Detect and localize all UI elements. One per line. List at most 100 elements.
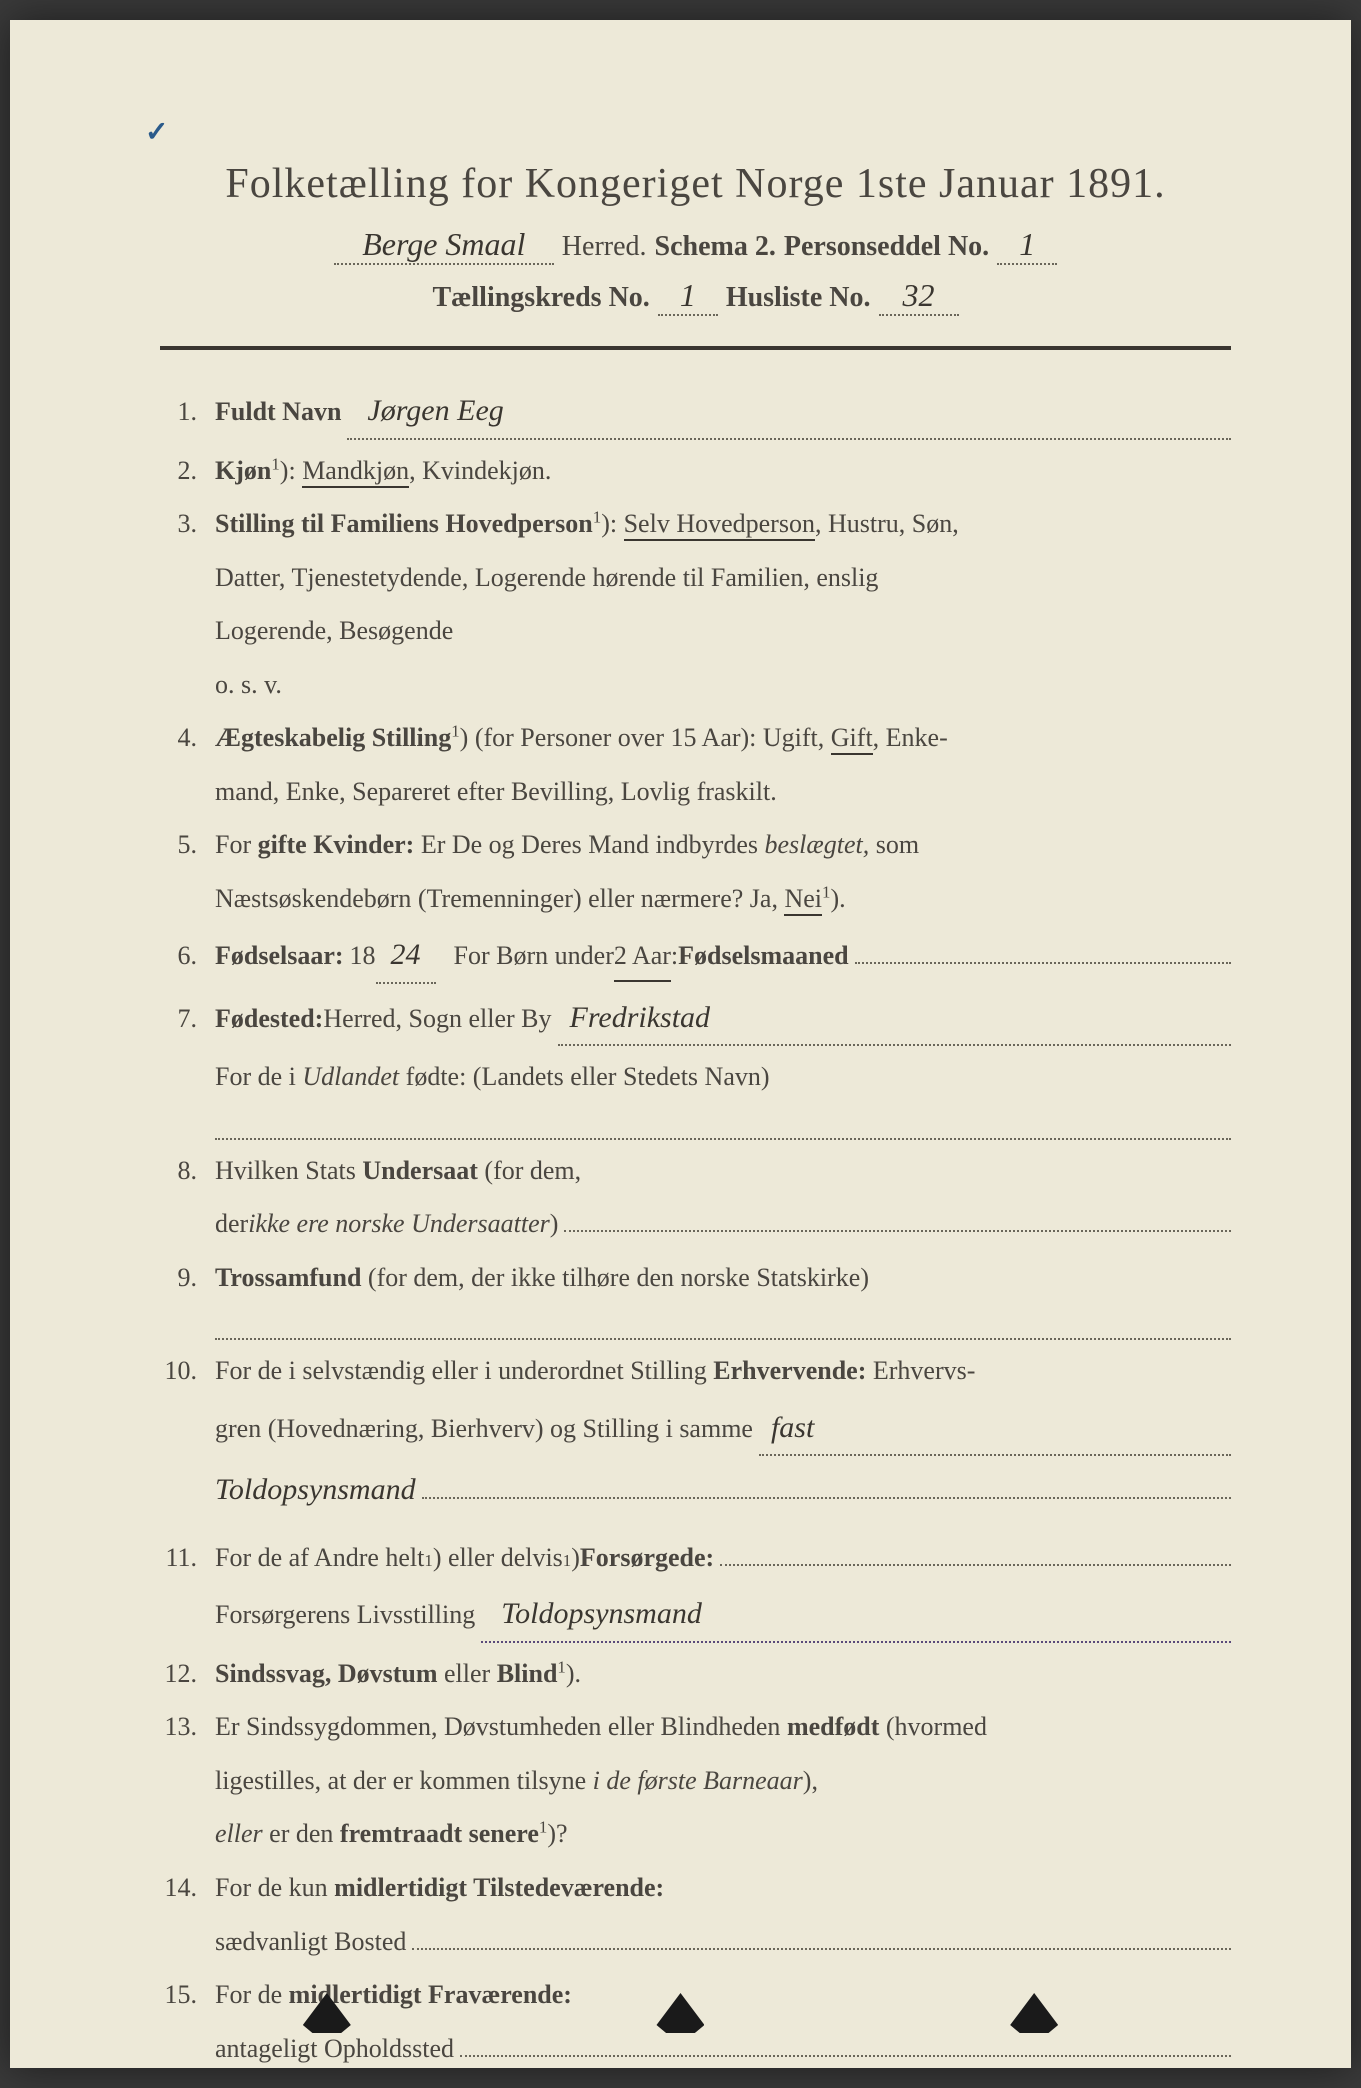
t: Erhvervs- [866,1356,975,1385]
form-header: Folketælling for Kongeriget Norge 1ste J… [160,160,1231,316]
item-13-label: medfødt [787,1712,879,1741]
item-10: 10. For de i selvstændig eller i underor… [160,1348,1231,1394]
checkmark-annotation: ✓ [145,115,168,149]
hole-icon [1010,1993,1058,2033]
item-12-text: Sindssvag, Døvstum [215,1659,438,1688]
item-6-prefix: 18 [350,933,376,979]
t: For de kun [215,1873,334,1902]
dotted-blank [412,1918,1231,1949]
t: ) [571,1535,580,1581]
item-num: 5. [160,822,215,868]
item-13: 13. Er Sindssygdommen, Døvstumheden elle… [160,1704,1231,1750]
dotted-blank [855,933,1231,964]
item-2-opt2: Kvindekjøn. [422,456,551,485]
sup: 1 [557,1657,565,1676]
item-num: 12. [160,1651,215,1697]
dotted-blank [422,1468,1231,1499]
header-row-2: Tællingskreds No. 1 Husliste No. 32 [160,277,1231,316]
item-13-line3: eller er den fremtraadt senere1)? [160,1811,1231,1857]
item-4-line2: mand, Enke, Separeret efter Bevilling, L… [160,769,1231,815]
item-num: 13. [160,1704,215,1750]
t: som [869,830,919,859]
husliste-value: 32 [879,277,959,316]
t: : [671,933,678,979]
item-num: 6. [160,933,215,979]
item-num: 9. [160,1255,215,1301]
item-6-label: Fødselsaar: [215,933,344,979]
t: (for dem, der ikke tilhøre den norske St… [361,1263,869,1292]
t: ikke ere norske Undersaatter [248,1201,550,1247]
t: i de første Barneaar [593,1766,803,1795]
item-4-label: Ægteskabelig Stilling [215,723,451,752]
t: For Børn under [454,933,614,979]
t: eller [215,1819,263,1848]
form-body: 1. Fuldt Navn Jørgen Eeg 2. Kjøn1): Mand… [160,385,1231,2068]
item-3-rest1: , Hustru, Søn, [815,509,959,538]
item-8-line2: der ikke ere norske Undersaatter) [160,1201,1231,1247]
item-10-value2: Toldopsynsmand [215,1464,416,1517]
item-9: 9. Trossamfund (for dem, der ikke tilhør… [160,1255,1231,1301]
item-10-value1: fast [759,1402,1231,1457]
t: For de i [215,1062,302,1091]
t: Er De og Deres Mand indbyrdes [414,830,764,859]
item-5-nei: Nei [784,884,822,916]
item-3-line2: Datter, Tjenestetydende, Logerende høren… [160,555,1231,601]
t: ) eller delvis [433,1535,563,1581]
item-12: 12. Sindssvag, Døvstum eller Blind1). [160,1651,1231,1697]
t: ) [550,1201,559,1247]
sup: 1 [593,507,601,526]
t: fremtraadt senere [340,1819,539,1848]
t: ). [830,884,845,913]
sup: 1 [563,1546,571,1576]
item-1-label: Fuldt Navn [215,389,341,435]
item-num: 10. [160,1348,215,1394]
item-6-year: 24 [376,929,436,984]
item-3-label: Stilling til Familiens Hovedperson [215,509,593,538]
t: sædvanligt Bosted [215,1919,406,1965]
husliste-label: Husliste No. [726,282,871,314]
sup: 1 [451,721,459,740]
t: Herred, Sogn eller By [323,996,551,1042]
item-11-line2: Forsørgerens Livsstilling Toldopsynsmand [160,1588,1231,1643]
t: (hvormed [879,1712,987,1741]
t: )? [547,1819,567,1848]
item-6-label2: Fødselsmaaned [678,933,848,979]
item-5-label: gifte Kvinder: [258,830,415,859]
item-4-rest: , Enke- [873,723,948,752]
item-3-opt1: Selv Hovedperson [624,509,815,541]
tkreds-value: 1 [658,277,718,316]
dotted-blank [720,1535,1231,1566]
header-row-1: Berge Smaal Herred. Schema 2. Personsedd… [160,226,1231,265]
schema-label: Schema 2. [655,231,776,263]
t: ligestilles, at der er kommen tilsyne [215,1766,593,1795]
item-5: 5. For gifte Kvinder: Er De og Deres Man… [160,822,1231,868]
item-13-line2: ligestilles, at der er kommen tilsyne i … [160,1758,1231,1804]
item-num: 11. [160,1535,215,1581]
item-6: 6. Fødselsaar: 1824 For Børn under 2 Aar… [160,929,1231,984]
item-7: 7. Fødested: Herred, Sogn eller By Fredr… [160,992,1231,1047]
item-9-label: Trossamfund [215,1263,361,1292]
form-title: Folketælling for Kongeriget Norge 1ste J… [160,160,1231,208]
item-5-line2: Næstsøskendebørn (Tremenninger) eller næ… [160,876,1231,922]
t: 2 Aar [614,933,671,982]
item-7-value: Fredrikstad [558,992,1232,1047]
item-11-label: Forsørgede: [580,1535,714,1581]
item-3-line4: o. s. v. [160,662,1231,708]
tkreds-label: Tællingskreds No. [432,282,649,314]
census-form-page: ✓ Folketælling for Kongeriget Norge 1ste… [10,20,1351,2068]
item-num: 1. [160,389,215,435]
t: eller [438,1659,497,1688]
item-num: 8. [160,1148,215,1194]
t: beslægtet, [765,830,870,859]
item-8: 8. Hvilken Stats Undersaat (for dem, [160,1148,1231,1194]
t: ), [803,1766,818,1795]
hole-icon [303,1993,351,2033]
t: Forsørgerens Livsstilling [215,1592,475,1638]
personseddel-label: Personseddel No. [784,231,989,263]
item-11-value: Toldopsynsmand [481,1588,1231,1643]
herred-label: Herred. [562,231,647,263]
item-1: 1. Fuldt Navn Jørgen Eeg [160,385,1231,440]
t: gren (Hovednæring, Bierhverv) og Stillin… [215,1406,753,1452]
item-num: 3. [160,501,215,547]
item-10-label: Erhvervende: [713,1356,866,1385]
